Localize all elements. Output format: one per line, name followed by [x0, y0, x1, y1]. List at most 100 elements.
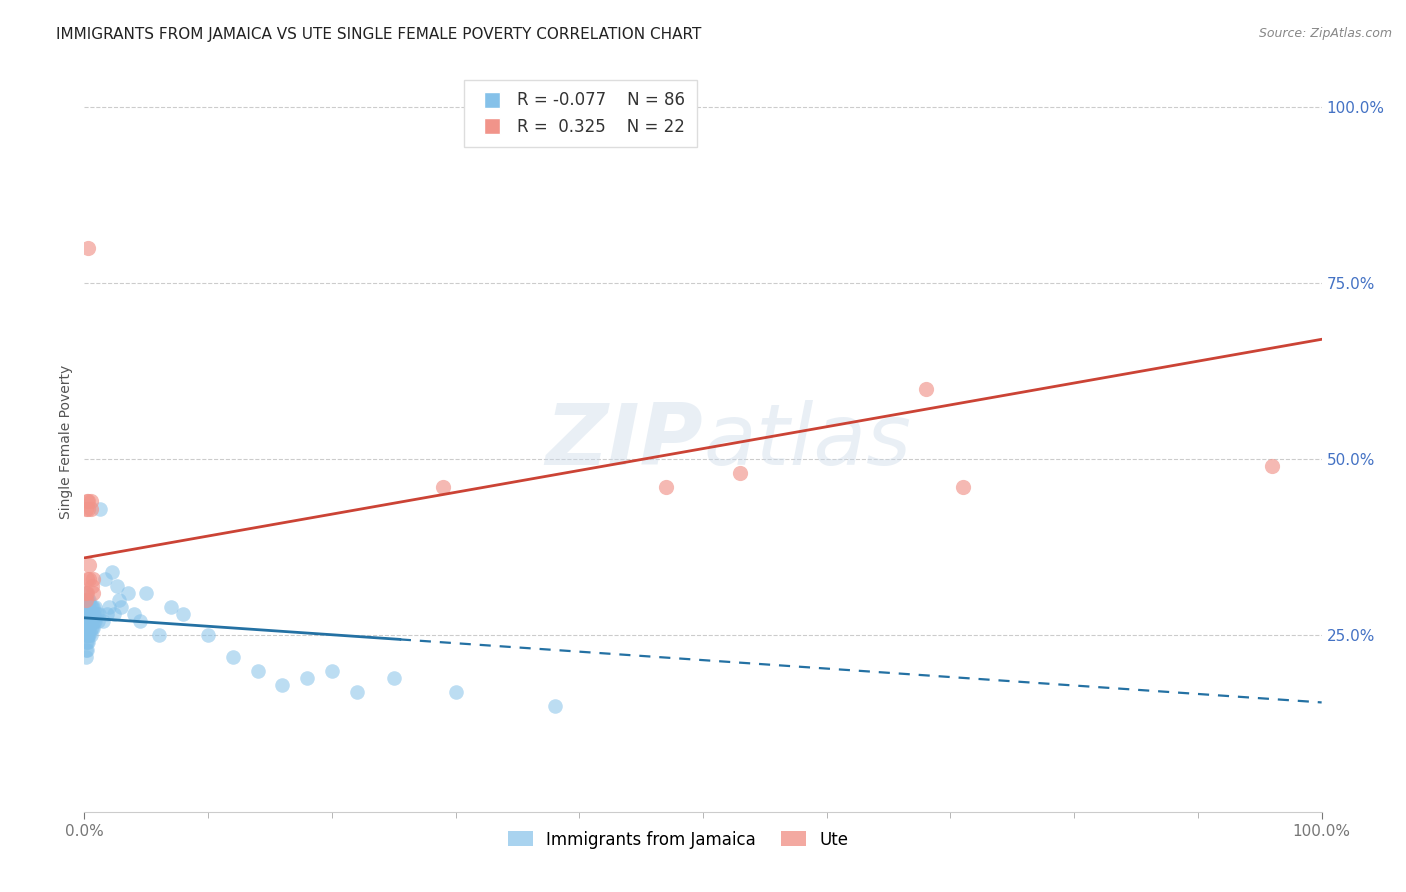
Point [83, 615, 105, 629]
Point [75, 600, 97, 615]
Point [79, 593, 101, 607]
Point [79, 558, 101, 572]
Point [246, 664, 269, 678]
Point [80, 615, 103, 629]
Point [82, 600, 104, 615]
Point [79, 621, 101, 635]
Point [76, 615, 98, 629]
Point [76, 586, 98, 600]
Text: IMMIGRANTS FROM JAMAICA VS UTE SINGLE FEMALE POVERTY CORRELATION CHART: IMMIGRANTS FROM JAMAICA VS UTE SINGLE FE… [56, 27, 702, 42]
Point [100, 565, 122, 579]
Point [75, 586, 97, 600]
Point [79, 628, 101, 642]
Text: ZIP: ZIP [546, 400, 703, 483]
Point [82, 621, 104, 635]
Point [148, 628, 170, 642]
Point [80, 615, 103, 629]
Point [79, 501, 101, 516]
Point [76, 628, 98, 642]
Point [160, 600, 183, 615]
Point [76, 635, 98, 649]
Point [77, 607, 100, 622]
Point [75, 642, 97, 657]
Point [543, 698, 565, 713]
Point [79, 607, 101, 622]
Point [222, 649, 245, 664]
Point [77, 615, 100, 629]
Point [75, 593, 97, 607]
Point [172, 607, 194, 622]
Point [76, 615, 98, 629]
Point [75, 635, 97, 649]
Point [108, 593, 131, 607]
Point [89, 501, 111, 516]
Point [76, 621, 98, 635]
Point [79, 494, 101, 508]
Point [94, 572, 117, 586]
Point [80, 621, 103, 635]
Point [79, 615, 101, 629]
Point [321, 664, 343, 678]
Point [84, 615, 107, 629]
Point [80, 579, 103, 593]
Point [79, 600, 101, 615]
Point [271, 678, 294, 692]
Point [77, 600, 100, 615]
Point [129, 615, 152, 629]
Point [728, 467, 751, 481]
Point [77, 241, 100, 255]
Point [80, 600, 103, 615]
Point [98, 600, 121, 615]
Point [952, 480, 974, 494]
Point [75, 628, 97, 642]
Text: Source: ZipAtlas.com: Source: ZipAtlas.com [1258, 27, 1392, 40]
Point [87, 615, 110, 629]
Point [117, 586, 139, 600]
Point [79, 621, 101, 635]
Point [76, 572, 98, 586]
Point [86, 607, 108, 622]
Point [77, 628, 100, 642]
Point [197, 628, 219, 642]
Point [75, 607, 97, 622]
Point [76, 607, 98, 622]
Point [79, 607, 101, 622]
Point [79, 621, 101, 635]
Point [105, 579, 128, 593]
Point [79, 628, 101, 642]
Point [82, 607, 104, 622]
Point [295, 671, 318, 685]
Point [79, 607, 101, 622]
Y-axis label: Single Female Poverty: Single Female Poverty [59, 365, 73, 518]
Legend: Immigrants from Jamaica, Ute: Immigrants from Jamaica, Ute [502, 824, 855, 855]
Point [82, 586, 104, 600]
Point [76, 494, 98, 508]
Point [82, 572, 104, 586]
Point [75, 615, 97, 629]
Point [76, 642, 98, 657]
Point [89, 607, 111, 622]
Point [76, 593, 98, 607]
Point [75, 593, 97, 607]
Point [96, 607, 118, 622]
Point [77, 501, 100, 516]
Point [91, 615, 114, 629]
Point [79, 615, 101, 629]
Point [75, 621, 97, 635]
Point [110, 600, 132, 615]
Point [77, 628, 100, 642]
Point [80, 607, 103, 622]
Point [79, 572, 101, 586]
Point [655, 480, 678, 494]
Point [382, 671, 405, 685]
Point [75, 586, 97, 600]
Point [444, 685, 467, 699]
Point [79, 615, 101, 629]
Point [77, 635, 100, 649]
Point [432, 480, 454, 494]
Text: atlas: atlas [703, 400, 911, 483]
Point [84, 600, 107, 615]
Point [77, 621, 100, 635]
Point [75, 501, 97, 516]
Point [83, 607, 105, 622]
